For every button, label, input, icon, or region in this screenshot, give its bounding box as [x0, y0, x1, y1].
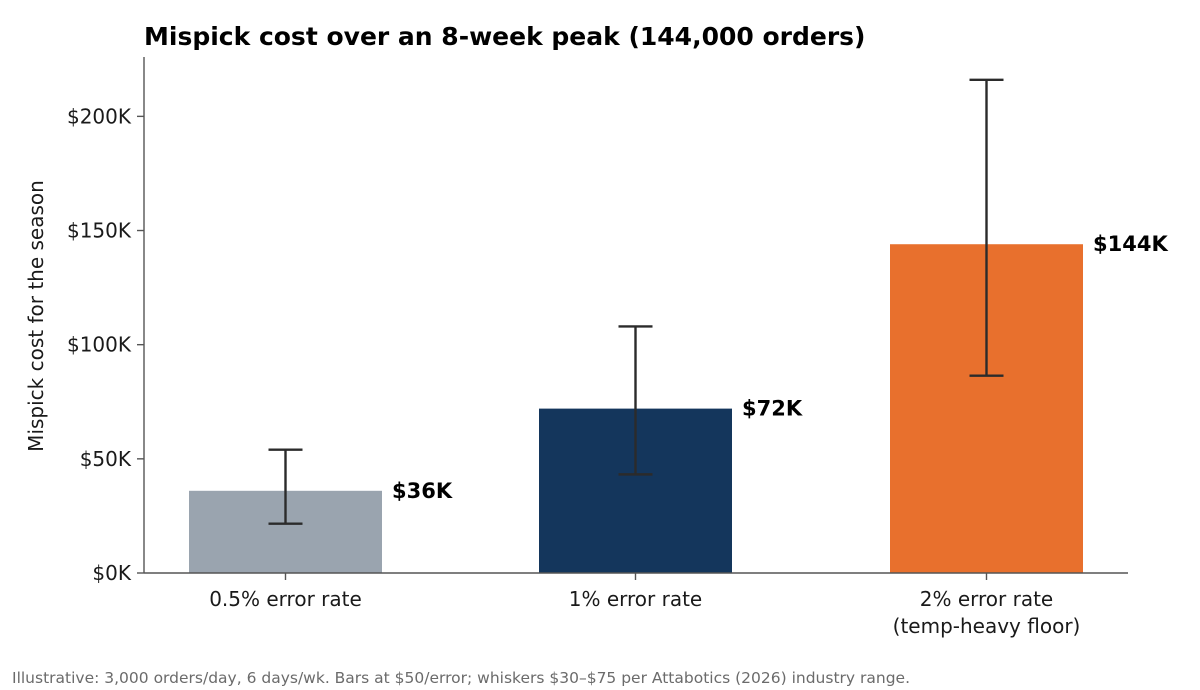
x-tick-label-3: 2% error rate (temp-heavy floor): [893, 587, 1081, 638]
y-axis-label: Mispick cost for the season: [24, 180, 48, 452]
plot-area: $36K $72K $144K $0K $50K $100K $150K $200K 0.5% …: [67, 57, 1168, 638]
y-tick-label-1: $0K: [92, 561, 131, 585]
value-label-3: $144K: [1093, 232, 1168, 256]
x-tick-label-1-line-1: 0.5% error rate: [209, 587, 362, 611]
x-tick-label-3-line-1: 2% error rate: [920, 587, 1054, 611]
y-tick-label-2: $50K: [80, 447, 132, 471]
y-tick-label-4: $150K: [67, 219, 132, 243]
value-label-1: $36K: [392, 479, 453, 503]
x-tick-label-3-line-2: (temp-heavy floor): [893, 614, 1081, 638]
x-tick-label-2-line-1: 1% error rate: [569, 587, 703, 611]
value-label-2: $72K: [742, 397, 803, 421]
y-tick-label-5: $200K: [67, 104, 132, 128]
chart-footnote: Illustrative: 3,000 orders/day, 6 days/w…: [12, 669, 910, 687]
x-tick-label-1: 0.5% error rate: [209, 587, 362, 611]
x-tick-label-2: 1% error rate: [569, 587, 703, 611]
chart-title: Mispick cost over an 8-week peak (144,00…: [144, 22, 865, 51]
y-tick-label-3: $100K: [67, 333, 132, 357]
